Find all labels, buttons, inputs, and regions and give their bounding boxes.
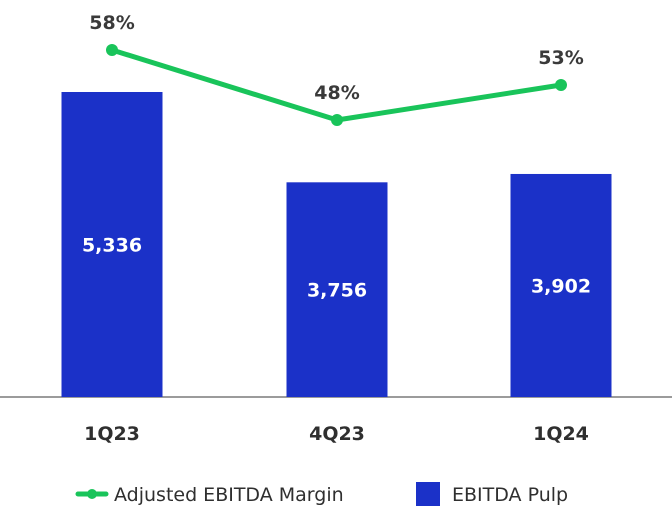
category-labels: 1Q23 4Q23 1Q24 <box>84 423 589 445</box>
bar-1q23 <box>61 92 163 397</box>
legend-item-line: Adjusted EBITDA Margin <box>75 484 344 506</box>
bar-value-label: 3,902 <box>531 275 591 297</box>
category-label: 1Q23 <box>84 423 140 445</box>
margin-point-1q24 <box>555 79 567 91</box>
bar-1q24 <box>510 173 612 397</box>
bars-layer: 5,336 3,756 3,902 <box>61 92 612 397</box>
legend-bar-swatch <box>416 482 440 506</box>
legend-label-line: Adjusted EBITDA Margin <box>114 484 344 506</box>
category-label: 1Q24 <box>533 423 589 445</box>
bar-value-label: 5,336 <box>82 235 142 257</box>
legend-label-bar: EBITDA Pulp <box>452 484 568 506</box>
legend-line-marker <box>87 489 97 499</box>
margin-point-4q23 <box>331 114 343 126</box>
bar-4q23 <box>286 182 388 397</box>
bar-value-label: 3,756 <box>307 280 367 302</box>
margin-value-label: 48% <box>314 82 359 104</box>
line-layer: 58% 48% 53% <box>89 12 584 126</box>
legend-item-bar: EBITDA Pulp <box>416 482 568 506</box>
legend: Adjusted EBITDA Margin EBITDA Pulp <box>75 482 568 506</box>
margin-value-label: 53% <box>538 47 583 69</box>
margin-point-1q23 <box>106 44 118 56</box>
margin-value-label: 58% <box>89 12 134 34</box>
category-label: 4Q23 <box>309 423 365 445</box>
